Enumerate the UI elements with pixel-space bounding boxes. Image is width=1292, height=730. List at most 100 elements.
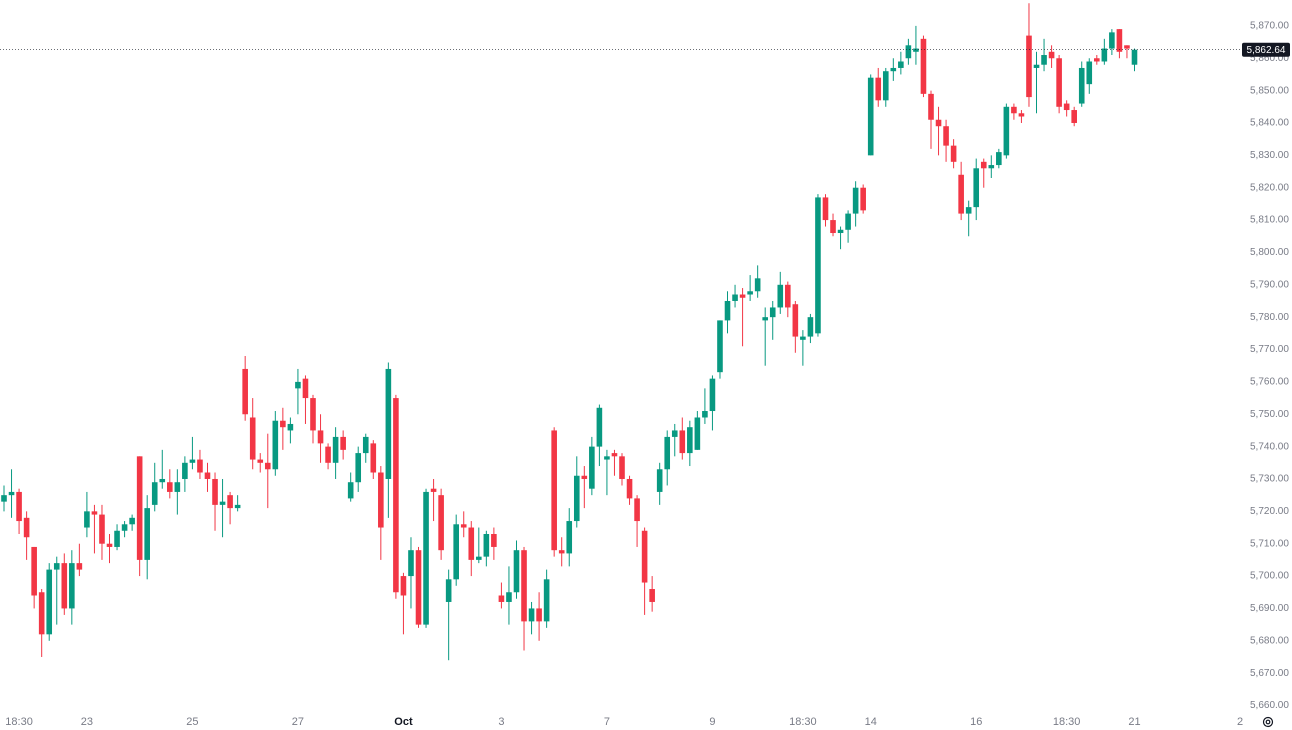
candle-body [31, 546, 37, 596]
x-tick-label: 18:30 [1053, 716, 1081, 728]
candle-body [182, 462, 188, 479]
candle-body [121, 524, 128, 531]
candle-body [362, 436, 369, 454]
candle-body [317, 430, 324, 444]
y-tick-label: 5,840.00 [1250, 118, 1289, 129]
candle-body [943, 126, 949, 146]
candle-body [785, 284, 791, 308]
candle-body [310, 398, 316, 431]
candle-body [174, 482, 181, 492]
candle-body [38, 592, 45, 635]
candle-body [898, 61, 904, 68]
candle-body [830, 220, 836, 234]
candles [1, 3, 1138, 661]
candle-body [355, 453, 362, 483]
candle-body [1063, 103, 1070, 111]
y-tick-label: 5,750.00 [1250, 409, 1289, 420]
candle-body [664, 436, 671, 470]
candle-body [1101, 48, 1108, 62]
candle-body [792, 304, 799, 337]
candle-body [513, 550, 520, 593]
candle-body [325, 446, 331, 463]
candle-body [197, 459, 203, 473]
candle-body [679, 430, 686, 454]
y-tick-label: 5,790.00 [1250, 279, 1289, 290]
candle-body [913, 48, 919, 52]
candle-body [1003, 106, 1010, 156]
x-tick-label: 18:30 [5, 716, 33, 728]
candle-body [1026, 35, 1032, 98]
candle-body [1033, 64, 1040, 68]
candle-body [860, 187, 866, 211]
settings-icon[interactable] [1262, 716, 1274, 728]
candle-body [204, 472, 211, 479]
candle-body [264, 462, 271, 470]
candle-body [641, 530, 648, 583]
candle-body [385, 368, 392, 479]
candle-body [76, 563, 83, 570]
candle-body [845, 213, 851, 230]
y-tick-label: 5,690.00 [1250, 603, 1289, 614]
y-tick-label: 5,810.00 [1250, 215, 1289, 226]
candle-body [393, 398, 399, 593]
x-tick-label: Oct [394, 716, 413, 728]
candle-body [732, 294, 738, 301]
x-tick-label: 21 [1128, 716, 1140, 728]
candle-body [815, 197, 821, 334]
candle-body [249, 417, 256, 460]
candle-body [99, 514, 105, 544]
candle-body [882, 71, 889, 101]
candle-body [1011, 106, 1017, 114]
candle-body [408, 550, 414, 577]
candle-body [619, 456, 625, 479]
candle-body [551, 430, 557, 551]
candle-body [370, 443, 377, 473]
candle-body [445, 579, 452, 602]
candle-body [543, 579, 550, 622]
candle-body [747, 291, 753, 295]
candle-body [687, 427, 693, 454]
x-tick-label: 2 [1237, 716, 1243, 728]
gear-inner [1265, 719, 1271, 725]
x-tick-label: 18:30 [789, 716, 817, 728]
x-tick-label: 7 [604, 716, 610, 728]
candle-body [875, 77, 882, 101]
y-tick-label: 5,850.00 [1250, 85, 1289, 96]
y-tick-label: 5,760.00 [1250, 377, 1289, 388]
candle-body [988, 165, 995, 169]
candle-body [8, 491, 15, 496]
candle-body [822, 197, 829, 221]
candle-body [438, 495, 444, 551]
y-tick-label: 5,660.00 [1250, 700, 1289, 711]
candle-body [491, 534, 497, 547]
candle-body [996, 152, 1002, 166]
x-tick-label: 14 [865, 716, 877, 728]
candle-body [460, 524, 467, 528]
candle-body [114, 530, 120, 547]
y-tick-label: 5,830.00 [1250, 150, 1289, 161]
y-tick-label: 5,800.00 [1250, 247, 1289, 258]
candle-body [257, 459, 264, 463]
x-tick-label: 25 [186, 716, 198, 728]
candle-body [724, 300, 731, 321]
x-tick-label: 23 [81, 716, 93, 728]
candle-body [151, 482, 158, 505]
candle-body [1086, 61, 1093, 85]
candle-body [694, 417, 701, 450]
candle-body [84, 511, 90, 528]
candle-body [106, 543, 113, 547]
candle-body [144, 508, 150, 560]
candle-body [483, 534, 490, 557]
y-tick-label: 5,710.00 [1250, 538, 1289, 549]
candle-body [536, 608, 542, 622]
candle-body [234, 504, 241, 509]
candle-body [400, 576, 407, 596]
candle-body [1, 495, 7, 502]
candle-body [280, 420, 286, 428]
candle-body [611, 453, 618, 457]
y-tick-label: 5,770.00 [1250, 344, 1289, 355]
y-tick-label: 5,860.00 [1250, 53, 1289, 64]
candle-body [928, 93, 934, 120]
